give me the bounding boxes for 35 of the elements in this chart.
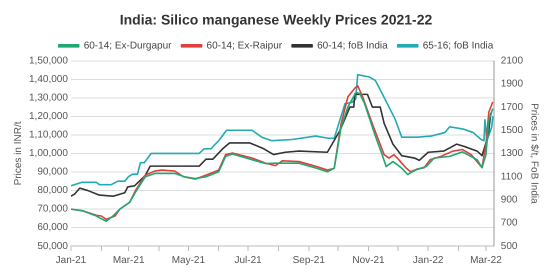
y-tick-label: 70,000 <box>37 204 68 215</box>
y2-tick-label: 2100 <box>500 56 524 67</box>
x-tick-label: May-21 <box>172 254 206 266</box>
y-tick-label: 1,40,000 <box>28 74 68 86</box>
y-tick-label: 60,000 <box>37 222 68 234</box>
legend-label: 60-14; Ex-Durgapur <box>84 40 172 52</box>
legend-label: 60-14; foB India <box>317 40 388 52</box>
legend-label: 60-14; Ex-Raipur <box>206 40 283 52</box>
chart-title: India: Silico manganese Weekly Prices 2021-22 <box>120 11 432 28</box>
y2-tick-label: 500 <box>500 240 518 252</box>
y-tick-label: 80,000 <box>37 185 68 196</box>
y-tick-label: 1,20,000 <box>28 111 68 122</box>
y2-tick-label: 900 <box>500 194 518 206</box>
x-tick-label: Jul-21 <box>234 254 262 266</box>
y2-tick-label: 1500 <box>500 125 524 136</box>
y-tick-label: 90,000 <box>37 166 68 178</box>
y-tick-label: 1,10,000 <box>28 130 68 141</box>
y-tick-label: 1,00,000 <box>28 148 68 160</box>
legend-label: 65-16; foB India <box>422 40 494 52</box>
y-tick-label: 50,000 <box>37 240 68 252</box>
x-tick-label: Mar-22 <box>470 254 502 266</box>
x-tick-label: Mar-21 <box>112 254 145 266</box>
y2-tick-label: 1900 <box>500 78 524 90</box>
x-tick-label: Nov-21 <box>352 254 386 266</box>
y2-tick-label: 1300 <box>500 148 524 160</box>
x-tick-label: Sep-21 <box>292 254 326 266</box>
x-tick-label: Jan-21 <box>56 254 87 266</box>
y-tick-label: 1,50,000 <box>28 56 68 67</box>
y2-tick-label: 1700 <box>500 102 524 113</box>
y2-axis-title: Prices in $/t, FoB India <box>528 103 540 204</box>
y2-tick-label: 700 <box>500 218 518 229</box>
y2-tick-label: 1100 <box>500 171 523 182</box>
y-axis-title: Prices in INR/t <box>12 121 24 186</box>
x-tick-label: Jan-22 <box>412 254 444 266</box>
y-tick-label: 1,30,000 <box>28 92 68 104</box>
